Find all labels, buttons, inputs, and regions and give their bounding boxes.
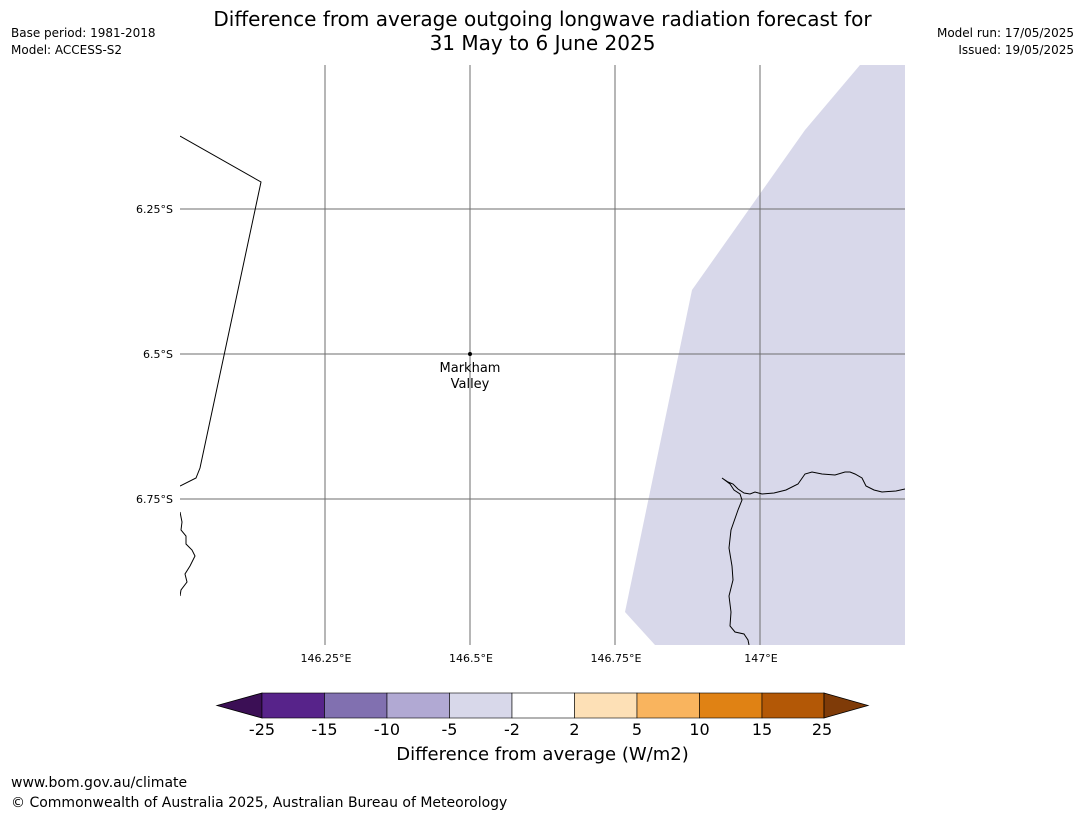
colorbar-tick-1: -25 <box>249 720 275 739</box>
colorbar-tick-6: 2 <box>569 720 579 739</box>
colorbar-tick-7: 5 <box>632 720 642 739</box>
issued-text: Issued: 19/05/2025 <box>958 43 1074 57</box>
colorbar: -25 -15 -10 -5 -2 2 5 10 15 25 <box>215 692 870 739</box>
footer-copyright: © Commonwealth of Australia 2025, Austra… <box>11 795 508 811</box>
colorbar-tick-9: 15 <box>752 720 772 739</box>
gridlines <box>180 65 905 645</box>
colorbar-bin-6 <box>574 692 638 719</box>
colorbar-tick-10: 25 <box>812 720 832 739</box>
lat-label-6-5: 6.5°S <box>143 348 173 361</box>
lon-label-146-5: 146.5°E <box>449 652 493 665</box>
colorbar-bin-7 <box>636 692 700 719</box>
metadata-left: Base period: 1981-2018 Model: ACCESS-S2 <box>11 25 156 59</box>
colorbar-bin-2 <box>324 692 388 719</box>
markham-valley-marker <box>468 352 472 356</box>
footer-url[interactable]: www.bom.gov.au/climate <box>11 775 188 791</box>
lon-label-147: 147°E <box>744 652 777 665</box>
base-period-text: Base period: 1981-2018 <box>11 26 156 40</box>
title-line-1: Difference from average outgoing longwav… <box>213 7 872 31</box>
anomaly-region <box>625 65 905 645</box>
lat-label-6-25: 6.25°S <box>136 203 173 216</box>
lat-label-6-75: 6.75°S <box>136 493 173 506</box>
colorbar-bin-8 <box>699 692 763 719</box>
model-run-text: Model run: 17/05/2025 <box>936 26 1074 40</box>
title-line-2: 31 May to 6 June 2025 <box>429 31 656 55</box>
colorbar-tick-3: -10 <box>374 720 400 739</box>
coastlines <box>180 135 905 645</box>
colorbar-bin-3 <box>386 692 450 719</box>
colorbar-tick-5: -2 <box>504 720 520 739</box>
border-line <box>180 135 262 487</box>
place-label-line2: Valley <box>451 377 490 392</box>
colorbar-high-extend <box>823 692 870 719</box>
place-label-line1: Markham <box>440 361 501 376</box>
colorbar-title: Difference from average (W/m2) <box>396 744 689 765</box>
colorbar-bin-5 <box>511 692 575 719</box>
colorbar-tick-2: -15 <box>311 720 337 739</box>
colorbar-bin-1 <box>261 692 325 719</box>
metadata-right: Model run: 17/05/2025 Issued: 19/05/2025 <box>937 25 1074 59</box>
coastline-east <box>721 471 905 645</box>
model-text: Model: ACCESS-S2 <box>11 43 123 57</box>
lon-label-146-25: 146.25°E <box>301 652 352 665</box>
map-title: Difference from average outgoing longwav… <box>0 7 1085 55</box>
colorbar-bin-9 <box>761 692 825 719</box>
colorbar-bin-4 <box>449 692 513 719</box>
colorbar-tick-8: 10 <box>689 720 709 739</box>
lon-label-146-75: 146.75°E <box>591 652 642 665</box>
map-panel <box>180 65 905 645</box>
colorbar-low-extend <box>215 692 263 719</box>
colorbar-tick-4: -5 <box>442 720 458 739</box>
coastline-west <box>180 511 196 597</box>
